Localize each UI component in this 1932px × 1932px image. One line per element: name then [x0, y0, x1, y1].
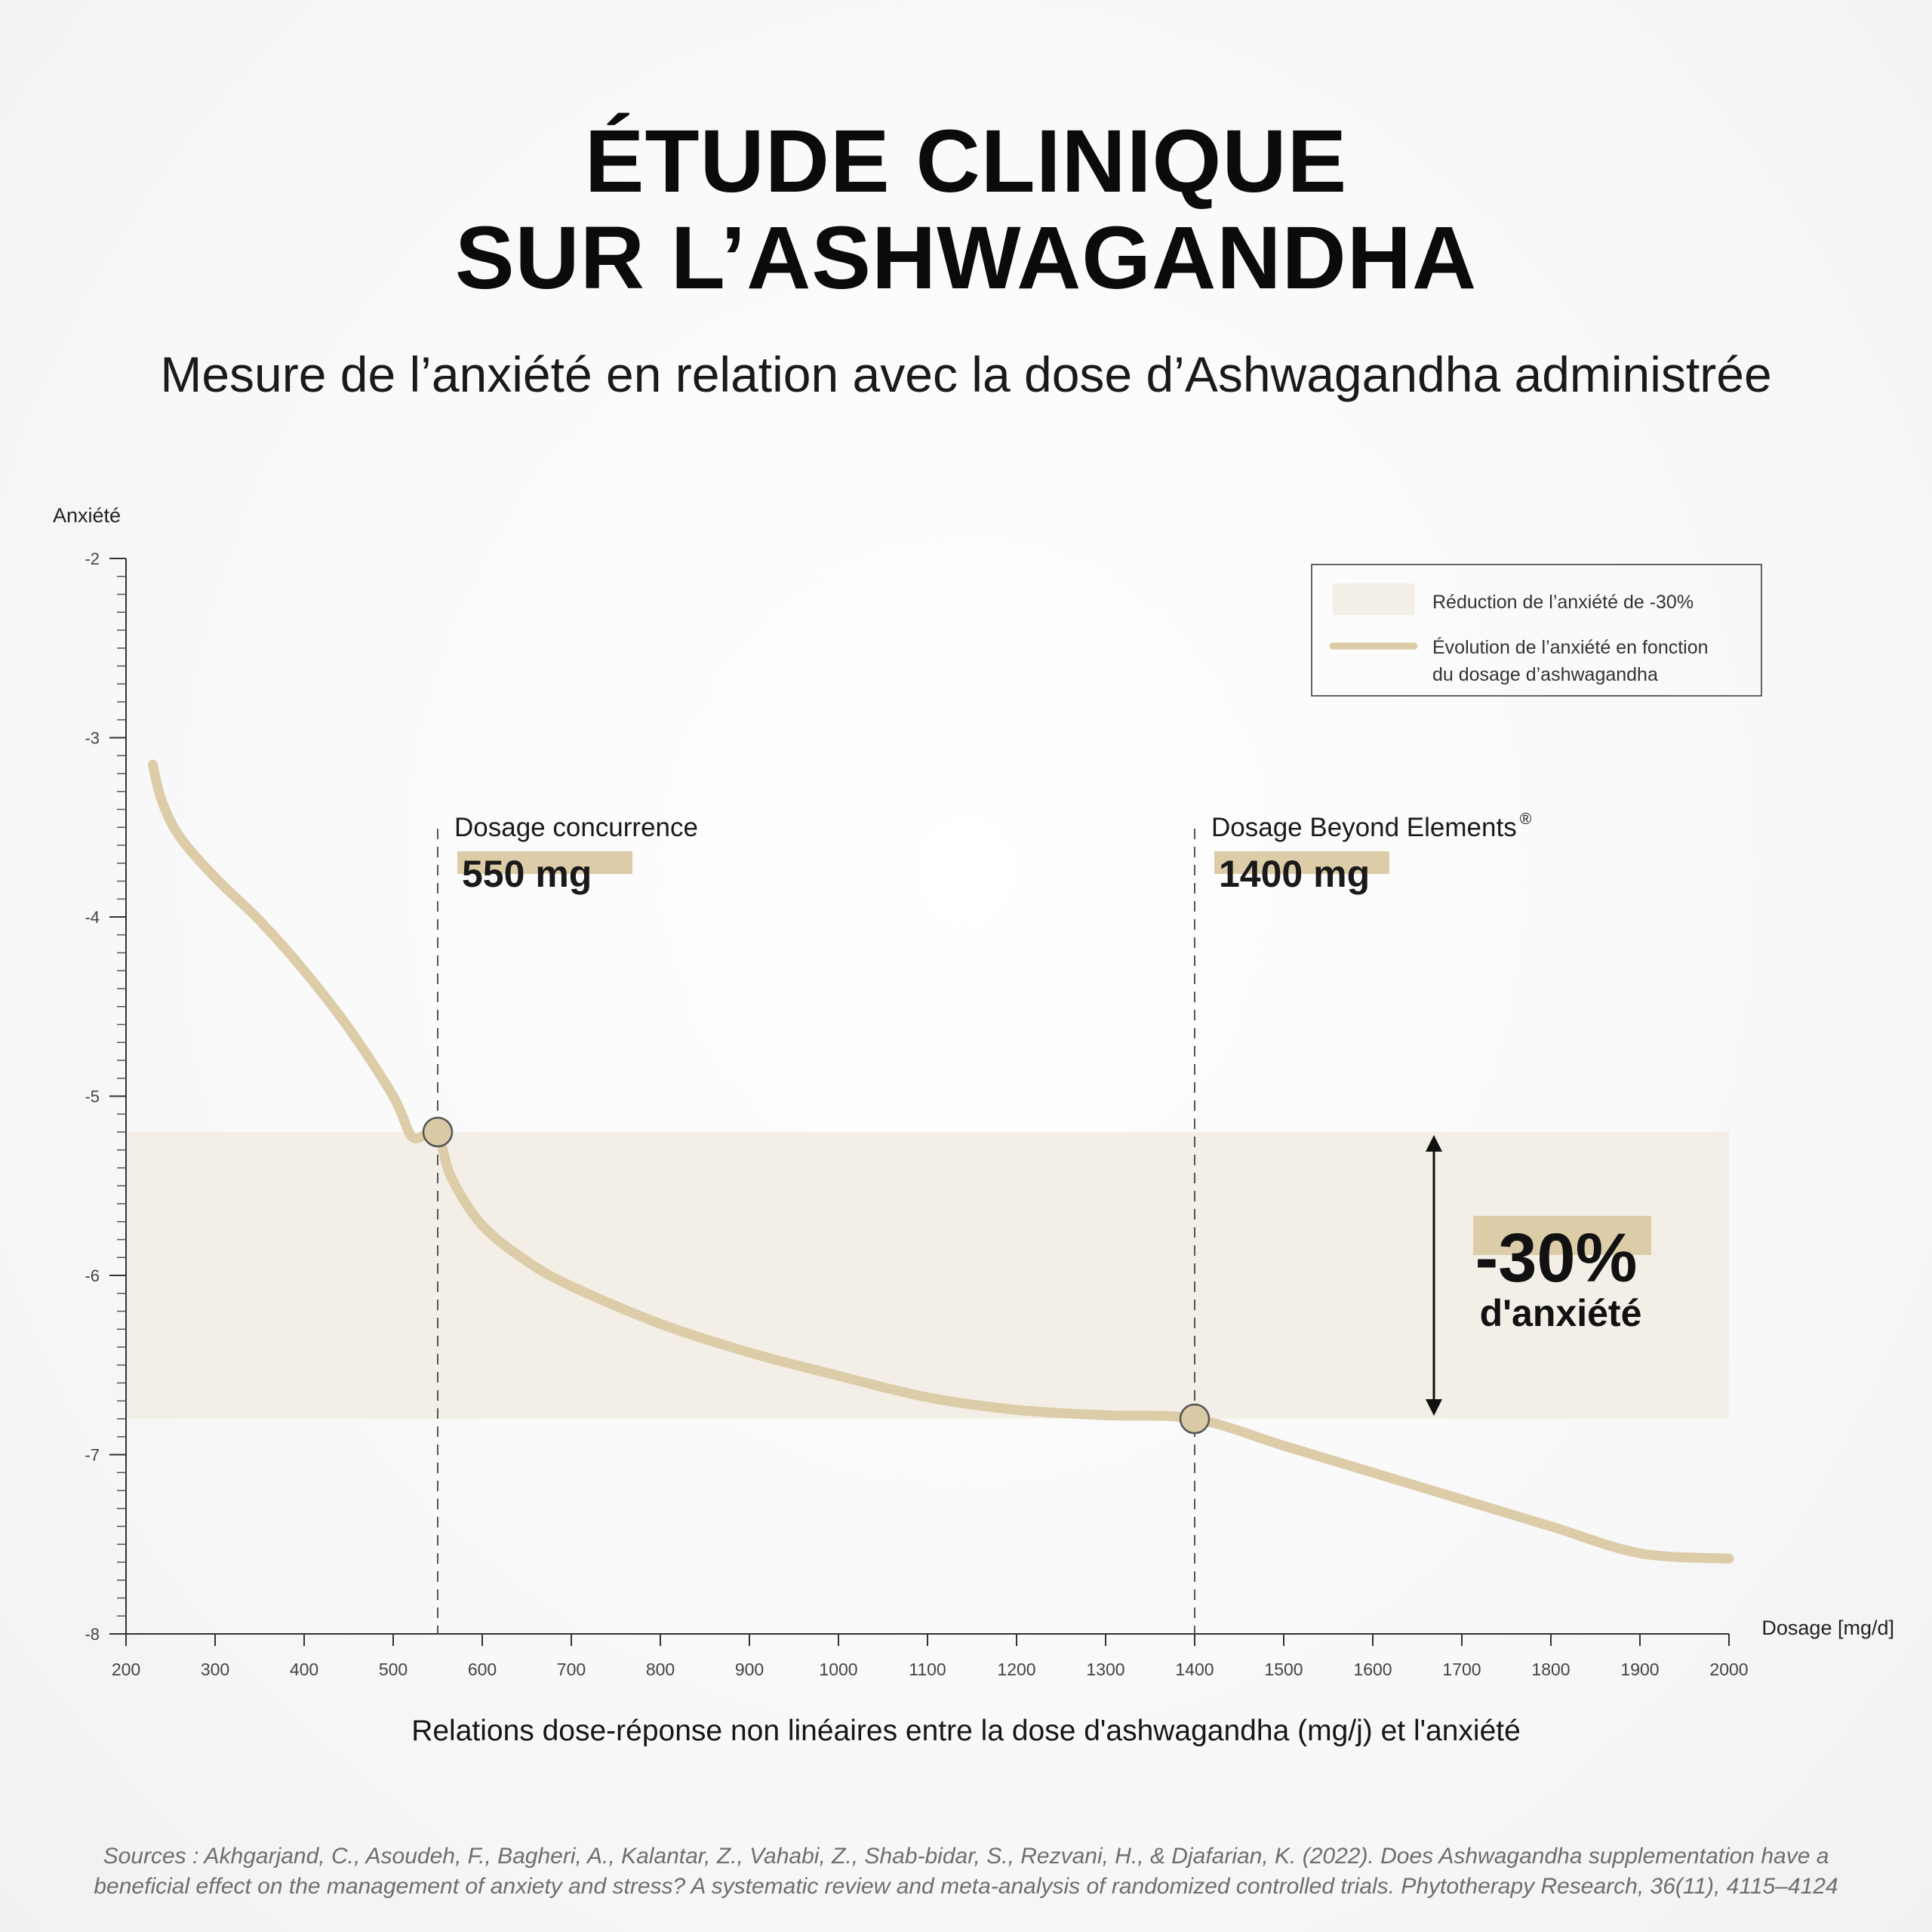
reduction-arrow-head-up	[1426, 1135, 1442, 1152]
reduction-band	[126, 1132, 1729, 1419]
y-tick-label: -3	[85, 729, 100, 748]
legend-label-band: Réduction de l’anxiété de -30%	[1432, 592, 1694, 613]
y-tick-label: -8	[85, 1625, 100, 1644]
x-tick-label: 700	[557, 1660, 586, 1679]
y-axis-label: Anxiété	[53, 504, 121, 527]
x-tick-label: 900	[735, 1660, 764, 1679]
sources-line-1: Sources : Akhgarjand, C., Asoudeh, F., B…	[103, 1844, 1829, 1869]
x-tick-label: 1700	[1442, 1660, 1481, 1679]
reduction-value-highlight	[1473, 1216, 1651, 1255]
title-line-1: ÉTUDE CLINIQUE	[584, 112, 1348, 211]
x-tick-label: 500	[379, 1660, 408, 1679]
marker-value-highlight	[1214, 851, 1389, 874]
x-tick-label: 1400	[1175, 1660, 1214, 1679]
legend-swatch-band	[1333, 583, 1414, 615]
y-tick-label: -4	[85, 908, 100, 927]
legend-box	[1311, 564, 1762, 697]
marker-label-superscript: ®	[1520, 811, 1532, 828]
x-tick-label: 1200	[997, 1660, 1035, 1679]
marker-label: Dosage Beyond Elements	[1211, 813, 1517, 842]
x-tick-label: 1900	[1620, 1660, 1659, 1679]
x-tick-label: 2000	[1709, 1660, 1748, 1679]
y-tick-label: -2	[85, 549, 100, 568]
page-subtitle: Mesure de l’anxiété en relation avec la …	[160, 346, 1772, 402]
x-tick-label: 1600	[1353, 1660, 1392, 1679]
x-tick-label: 1100	[909, 1660, 946, 1679]
x-tick-label: 400	[290, 1660, 318, 1679]
x-tick-label: 1000	[819, 1660, 857, 1679]
title-line-2: SUR L’ASHWAGANDHA	[454, 208, 1478, 308]
x-tick-label: 200	[112, 1660, 140, 1679]
legend-label-curve-line-1: Évolution de l’anxiété en fonction	[1432, 636, 1709, 658]
chart-caption: Relations dose-réponse non linéaires ent…	[411, 1715, 1521, 1747]
marker-label: Dosage concurrence	[454, 813, 698, 842]
marker-value: 550 mg	[462, 853, 592, 895]
x-tick-label: 1800	[1531, 1660, 1570, 1679]
x-tick-label: 1500	[1264, 1660, 1303, 1679]
legend-label-curve: Évolution de l’anxiété en fonction du dos…	[1432, 636, 1709, 685]
y-tick-label: -5	[85, 1088, 100, 1106]
reduction-value: -30%	[1475, 1220, 1638, 1297]
marker-value-highlight	[457, 851, 632, 874]
reduction-text: d'anxiété	[1480, 1292, 1642, 1334]
sources-line-2: beneficial effect on the management of a…	[94, 1874, 1838, 1899]
marker-point	[422, 1116, 454, 1148]
sources-citation: Sources : Akhgarjand, C., Asoudeh, F., B…	[45, 1841, 1887, 1902]
marker-value: 1400 mg	[1219, 853, 1370, 895]
page-title: ÉTUDE CLINIQUE SUR L’ASHWAGANDHA	[0, 113, 1932, 306]
x-tick-label: 800	[646, 1660, 675, 1679]
y-tick-label: -7	[85, 1446, 100, 1465]
legend-label-curve-line-2: du dosage d’ashwagandha	[1432, 664, 1658, 685]
anxiety-curve	[147, 759, 1734, 1564]
marker-point	[1179, 1403, 1211, 1435]
y-tick-label: -6	[85, 1266, 100, 1285]
x-axis-label: Dosage [mg/d]	[1761, 1617, 1894, 1639]
x-tick-label: 1300	[1086, 1660, 1124, 1679]
x-tick-label: 600	[468, 1660, 497, 1679]
reduction-arrow-head-down	[1426, 1399, 1442, 1416]
x-tick-label: 300	[201, 1660, 229, 1679]
